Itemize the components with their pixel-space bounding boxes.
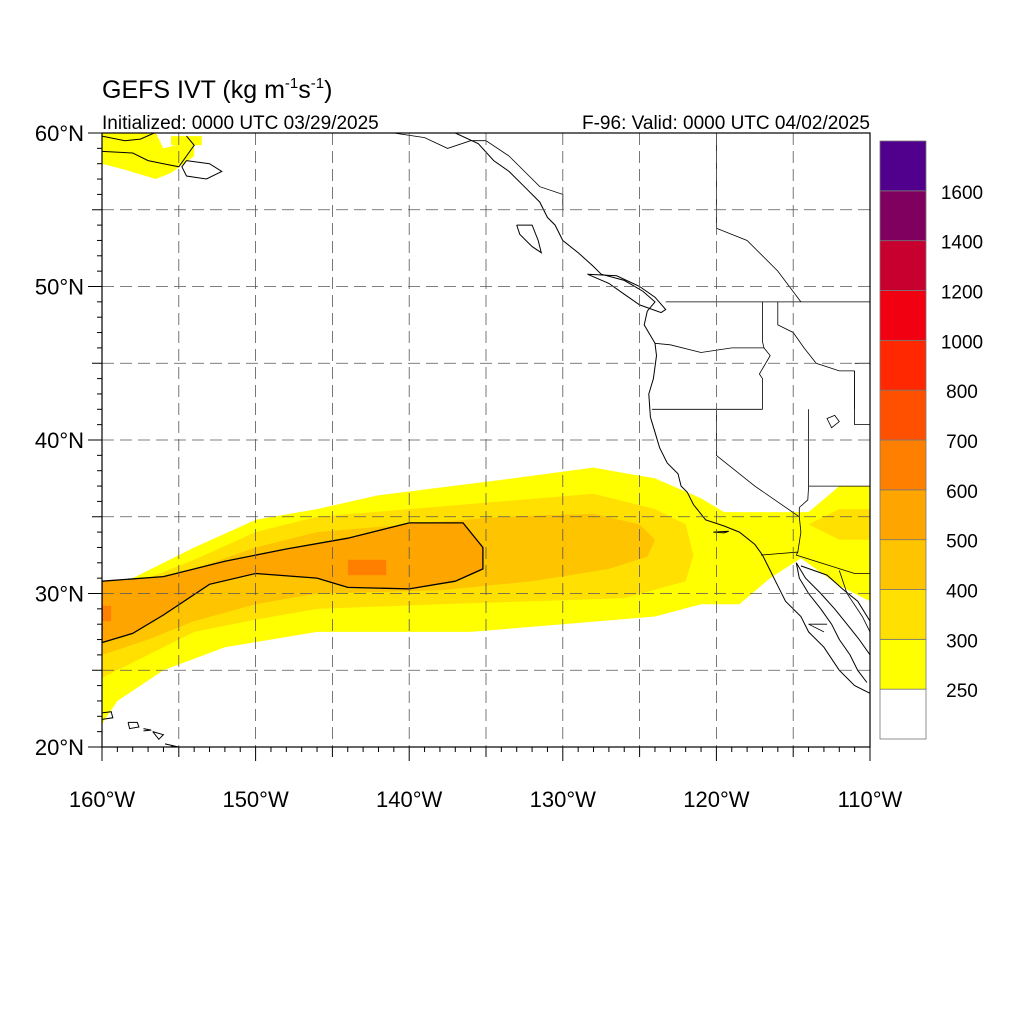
lat-label: 30°N (35, 582, 84, 607)
lat-label: 60°N (35, 121, 84, 146)
colorbar-label: 600 (946, 482, 978, 503)
lon-label: 150°W (222, 787, 289, 812)
border-id-mt (777, 301, 855, 372)
colorbar-swatch (879, 638, 927, 690)
border-baja-sur (808, 623, 825, 633)
lon-label: 110°W (838, 787, 903, 812)
border-nv-az-ca (797, 516, 802, 553)
axis-labels: 160°W 150°W 140°W 130°W 120°W 110°W 60°N 50°N 40… (35, 121, 903, 812)
border-mexico-states (838, 570, 870, 633)
axis-ticks (88, 132, 871, 761)
colorbar-swatch (879, 190, 927, 242)
coastline-hawaii-4 (152, 731, 165, 741)
colorbar-label: 300 (946, 631, 978, 652)
colorbar-swatch (879, 688, 927, 740)
coastline-haida-gwaii (516, 224, 543, 254)
colorbar-swatch (879, 140, 927, 192)
coastline-baja-east (795, 562, 868, 683)
ivt-contour-500 (102, 522, 484, 644)
lon-label: 130°W (530, 787, 597, 812)
colorbar-label: 1200 (941, 283, 983, 304)
coastline-kodiak-island (181, 160, 223, 180)
colorbar-label: 400 (946, 582, 978, 603)
lat-label: 40°N (35, 428, 84, 453)
colorbar-swatch (879, 489, 927, 541)
border-sonora-sinaloa (869, 642, 870, 644)
coastline-hawaii-2 (127, 721, 140, 730)
lake-great-salt-lake (826, 414, 840, 429)
colorbar-swatch (879, 290, 927, 341)
lat-label: 50°N (35, 275, 84, 300)
lon-label: 120°W (683, 787, 750, 812)
ivt-shading-layer (102, 133, 870, 724)
coastline-mainland-mexico (800, 565, 870, 622)
ivt-region-250 (102, 133, 195, 179)
border-or-id (758, 347, 771, 410)
colorbar-label: 1600 (941, 183, 983, 204)
lon-label: 140°W (376, 787, 443, 812)
coastline-hawaii-1 (102, 711, 114, 720)
init-time-label: Initialized: 0000 UTC 03/29/2025 (102, 113, 379, 134)
coastline-channel-islands (713, 530, 729, 534)
border-nv-az (798, 486, 809, 517)
colorbar-swatch (879, 539, 927, 590)
coastline-hawaii-5 (164, 743, 180, 747)
ivt-region-600 (102, 605, 112, 622)
coastline-hawaii-3 (143, 728, 152, 732)
coastline-gulf-of-california-east (795, 562, 870, 656)
coastline-vancouver-island (587, 273, 667, 314)
colorbar-swatch (879, 589, 927, 640)
colorbar-legend: 250 300 400 500 600 700 800 1000 1200 1400 1600 (879, 140, 983, 740)
colorbar-label: 700 (946, 432, 978, 453)
border-wa-or (654, 342, 764, 353)
colorbar-label: 250 (946, 681, 978, 702)
ivt-region-500 (102, 522, 483, 643)
coastline-alaska-peninsula-north (102, 133, 155, 142)
coastline-north-america-west-coast (455, 133, 870, 694)
valid-time-label: F-96: Valid: 0000 UTC 04/02/2025 (582, 113, 870, 134)
ivt-region-600 (347, 559, 387, 576)
colorbar-label: 1400 (941, 233, 983, 254)
border-wa-id (762, 301, 765, 348)
colorbar-label: 800 (946, 382, 978, 403)
colorbar-label: 500 (946, 532, 978, 553)
border-us-mexico (760, 551, 870, 574)
colorbar-swatch (879, 240, 927, 291)
ivt-region-250 (171, 136, 202, 146)
colorbar-swatch (879, 389, 927, 441)
colorbar-label: 1000 (941, 332, 983, 353)
graticule-layer (102, 133, 870, 747)
lon-label: 160°W (69, 787, 136, 812)
map-title: GEFS IVT (kg m-1s-1) (102, 75, 332, 104)
border-wy-east (854, 370, 870, 426)
colorbar-swatch (879, 339, 927, 391)
colorbar-swatch (879, 439, 927, 491)
coastline-alaska-peninsula (102, 135, 195, 168)
lat-label: 20°N (35, 735, 84, 760)
ivt-contour-layer (102, 522, 484, 644)
plot-area (102, 133, 870, 747)
